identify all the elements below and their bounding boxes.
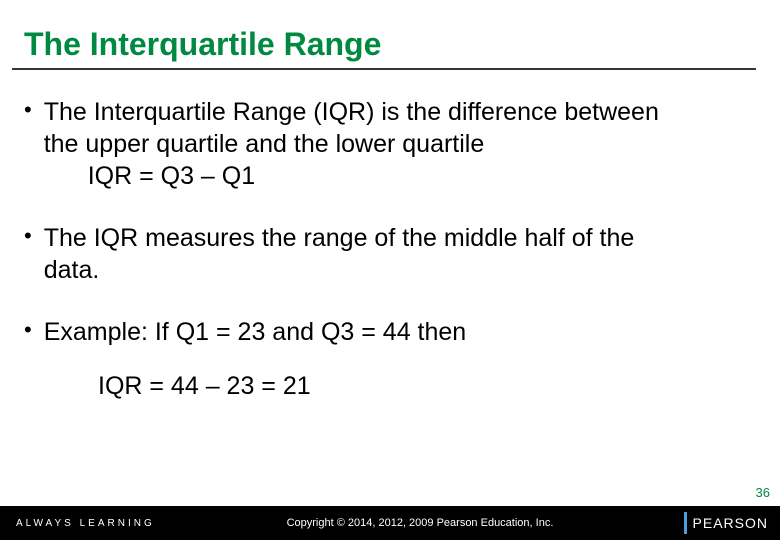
bullet-marker: • — [24, 222, 32, 250]
bullet-item: • The IQR measures the range of the midd… — [24, 222, 752, 286]
text-line: Example: If Q1 = 23 and Q3 = 44 then — [44, 318, 467, 346]
pearson-logo: PEARSON — [684, 512, 768, 534]
slide-container: The Interquartile Range • The Interquart… — [0, 0, 780, 540]
text-line: data. — [44, 256, 100, 284]
bullet-marker: • — [24, 96, 32, 124]
bullet-text: The Interquartile Range (IQR) is the dif… — [44, 96, 752, 192]
footer-brand-area: PEARSON — [640, 512, 780, 534]
text-line: the upper quartile and the lower quartil… — [44, 130, 485, 158]
bullet-marker: • — [24, 316, 32, 344]
title-underline — [12, 68, 756, 70]
page-number: 36 — [756, 485, 770, 500]
brand-bar-icon — [684, 512, 687, 534]
bullet-item: • Example: If Q1 = 23 and Q3 = 44 then — [24, 316, 752, 348]
slide-footer: ALWAYS LEARNING Copyright © 2014, 2012, … — [0, 506, 780, 540]
brand-name: PEARSON — [693, 515, 768, 531]
example-calculation: IQR = 44 – 23 = 21 — [24, 370, 752, 402]
bullet-text: Example: If Q1 = 23 and Q3 = 44 then — [44, 316, 752, 348]
text-line: The Interquartile Range (IQR) is the dif… — [44, 98, 659, 126]
formula-line: IQR = Q3 – Q1 — [44, 160, 752, 192]
footer-tagline: ALWAYS LEARNING — [0, 518, 200, 529]
text-line: The IQR measures the range of the middle… — [44, 224, 635, 252]
bullet-item: • The Interquartile Range (IQR) is the d… — [24, 96, 752, 192]
bullet-text: The IQR measures the range of the middle… — [44, 222, 752, 286]
slide-title: The Interquartile Range — [0, 0, 780, 63]
footer-copyright: Copyright © 2014, 2012, 2009 Pearson Edu… — [200, 517, 640, 529]
slide-content: • The Interquartile Range (IQR) is the d… — [24, 96, 752, 402]
